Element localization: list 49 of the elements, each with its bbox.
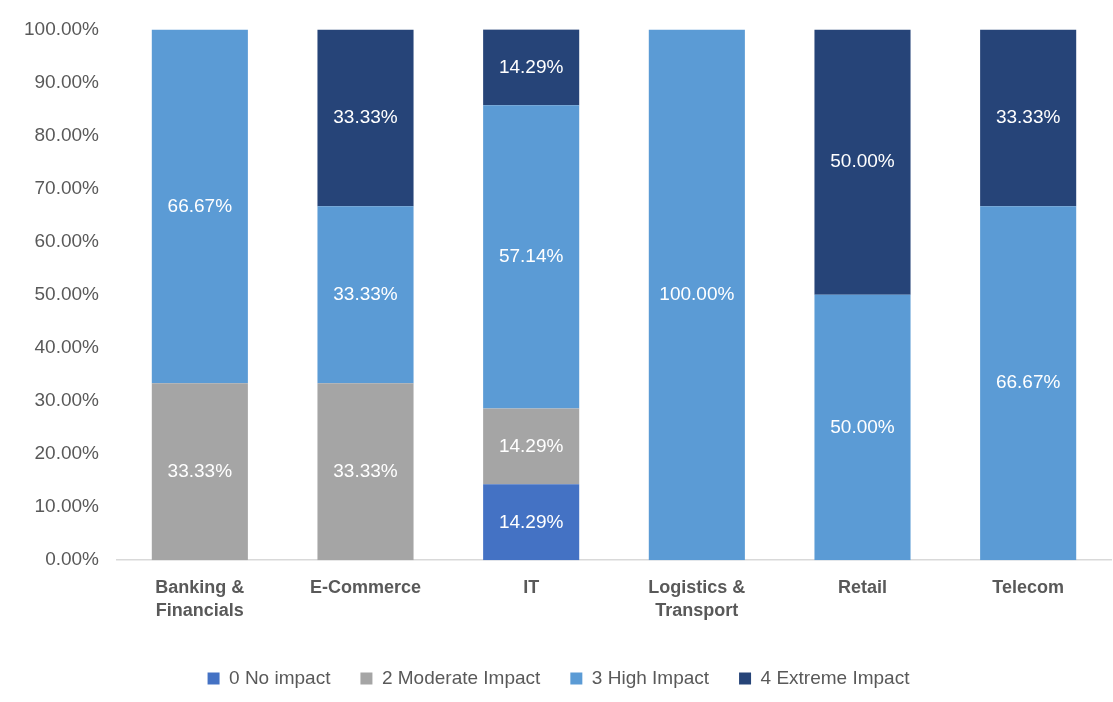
legend-label: 0 No impact bbox=[229, 666, 332, 688]
legend-label: 3 High Impact bbox=[591, 666, 710, 688]
y-tick-label: 20.00% bbox=[34, 442, 100, 464]
y-tick-label: 90.00% bbox=[34, 70, 100, 92]
data-label: 33.33% bbox=[333, 459, 398, 481]
legend-label: 4 Extreme Impact bbox=[760, 666, 911, 688]
y-tick-label: 100.00% bbox=[23, 17, 100, 39]
data-label: 33.33% bbox=[167, 459, 233, 481]
data-label: 100.00% bbox=[659, 283, 735, 305]
x-tick-label: Telecom bbox=[992, 576, 1065, 597]
data-label: 66.67% bbox=[167, 194, 233, 216]
y-tick-label: 70.00% bbox=[34, 176, 100, 198]
y-tick-label: 30.00% bbox=[34, 389, 100, 411]
bar bbox=[483, 29, 580, 106]
x-tick-label: Retail bbox=[837, 576, 888, 597]
data-label: 57.14% bbox=[498, 245, 564, 267]
data-label: 33.33% bbox=[995, 106, 1061, 128]
y-tick-label: 50.00% bbox=[34, 283, 100, 305]
x-tick-label: IT bbox=[523, 576, 540, 597]
y-tick-label: 0.00% bbox=[45, 548, 100, 570]
bar bbox=[814, 294, 911, 561]
x-tick-label: E-Commerce bbox=[309, 576, 422, 597]
bar bbox=[483, 408, 580, 485]
bar bbox=[483, 484, 580, 561]
data-label: 14.29% bbox=[498, 434, 564, 456]
data-label: 33.33% bbox=[333, 283, 398, 305]
data-label: 14.29% bbox=[498, 510, 564, 532]
bar bbox=[648, 29, 745, 561]
bar bbox=[483, 105, 580, 409]
data-label: 33.33% bbox=[333, 106, 398, 128]
y-tick-label: 10.00% bbox=[34, 495, 100, 517]
data-label: 14.29% bbox=[498, 55, 564, 77]
bar bbox=[317, 29, 414, 207]
legend-label: 2 Moderate Impact bbox=[381, 666, 542, 688]
bar bbox=[151, 383, 248, 561]
bar bbox=[980, 206, 1077, 561]
x-tick-label: Logistics & Transport bbox=[648, 576, 746, 621]
bar bbox=[317, 206, 414, 384]
data-label: 50.00% bbox=[830, 150, 895, 172]
bar bbox=[980, 29, 1077, 207]
y-tick-label: 80.00% bbox=[34, 123, 100, 145]
data-label: 50.00% bbox=[830, 415, 895, 437]
bar bbox=[814, 29, 911, 295]
data-label: 66.67% bbox=[995, 371, 1061, 393]
y-tick-label: 60.00% bbox=[34, 229, 100, 251]
bar bbox=[317, 383, 414, 561]
y-tick-label: 40.00% bbox=[34, 336, 100, 358]
x-tick-label: Banking & Financials bbox=[155, 576, 245, 621]
bar bbox=[151, 29, 248, 384]
